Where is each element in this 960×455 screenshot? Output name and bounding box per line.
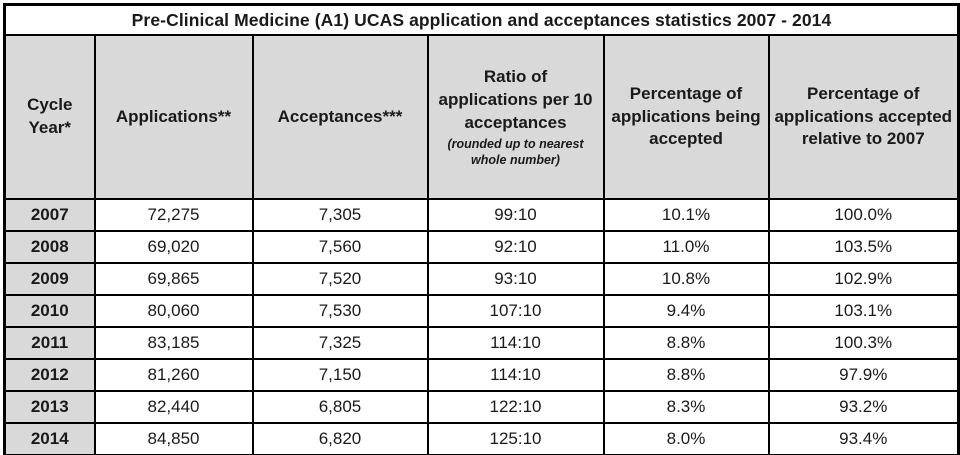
pct-accepted-cell: 9.4% — [602, 294, 770, 328]
ucas-statistics-table: Pre-Clinical Medicine (A1) UCAS applicat… — [3, 3, 960, 455]
year-cell: 2013 — [3, 390, 96, 424]
table-title-row: Pre-Clinical Medicine (A1) UCAS applicat… — [3, 3, 960, 36]
table-row-2013: 2013 82,440 6,805 122:10 8.3% 93.2% — [3, 390, 960, 424]
applications-cell: 80,060 — [93, 294, 254, 328]
ratio-cell: 114:10 — [426, 326, 605, 360]
year-cell: 2010 — [3, 294, 96, 328]
pct-accepted-cell: 8.3% — [602, 390, 770, 424]
pct-relative-cell: 100.0% — [767, 198, 960, 232]
acceptances-cell: 7,305 — [251, 198, 429, 232]
pct-accepted-cell: 10.1% — [602, 198, 770, 232]
table-row-2007: 2007 72,275 7,305 99:10 10.1% 100.0% — [3, 198, 960, 232]
applications-cell: 82,440 — [93, 390, 254, 424]
acceptances-cell: 7,520 — [251, 262, 429, 296]
ratio-cell: 125:10 — [426, 422, 605, 455]
pct-accepted-cell: 8.8% — [602, 358, 770, 392]
pct-relative-cell: 93.2% — [767, 390, 960, 424]
col-header-pct-relative: Percentage of applications accepted rela… — [767, 34, 960, 200]
ratio-cell: 114:10 — [426, 358, 605, 392]
acceptances-cell: 7,560 — [251, 230, 429, 264]
year-cell: 2014 — [3, 422, 96, 455]
table-header-row: Cycle Year* Applications** Acceptances**… — [3, 34, 960, 200]
year-cell: 2009 — [3, 262, 96, 296]
table-title: Pre-Clinical Medicine (A1) UCAS applicat… — [3, 3, 960, 36]
ratio-cell: 93:10 — [426, 262, 605, 296]
acceptances-cell: 6,820 — [251, 422, 429, 455]
applications-cell: 84,850 — [93, 422, 254, 455]
col-header-pct-accepted: Percentage of applications being accepte… — [602, 34, 770, 200]
ratio-cell: 122:10 — [426, 390, 605, 424]
pct-accepted-cell: 8.0% — [602, 422, 770, 455]
table-row-2012: 2012 81,260 7,150 114:10 8.8% 97.9% — [3, 358, 960, 392]
col-header-acceptances: Acceptances*** — [251, 34, 429, 200]
col-header-ratio-note: (rounded up to nearest whole number) — [447, 136, 584, 167]
applications-cell: 81,260 — [93, 358, 254, 392]
applications-cell: 69,020 — [93, 230, 254, 264]
col-header-ratio-main: Ratio of applications per 10 acceptances — [438, 66, 593, 132]
year-cell: 2008 — [3, 230, 96, 264]
pct-relative-cell: 97.9% — [767, 358, 960, 392]
ratio-cell: 107:10 — [426, 294, 605, 328]
pct-relative-cell: 102.9% — [767, 262, 960, 296]
pct-accepted-cell: 8.8% — [602, 326, 770, 360]
acceptances-cell: 7,530 — [251, 294, 429, 328]
col-header-ratio: Ratio of applications per 10 acceptances… — [426, 34, 605, 200]
col-header-cycle-year: Cycle Year* — [3, 34, 96, 200]
acceptances-cell: 7,325 — [251, 326, 429, 360]
year-cell: 2011 — [3, 326, 96, 360]
applications-cell: 83,185 — [93, 326, 254, 360]
pct-relative-cell: 93.4% — [767, 422, 960, 455]
year-cell: 2012 — [3, 358, 96, 392]
table-row-2010: 2010 80,060 7,530 107:10 9.4% 103.1% — [3, 294, 960, 328]
table-row-2011: 2011 83,185 7,325 114:10 8.8% 100.3% — [3, 326, 960, 360]
ratio-cell: 99:10 — [426, 198, 605, 232]
table-row-2008: 2008 69,020 7,560 92:10 11.0% 103.5% — [3, 230, 960, 264]
pct-relative-cell: 103.5% — [767, 230, 960, 264]
acceptances-cell: 7,150 — [251, 358, 429, 392]
pct-relative-cell: 103.1% — [767, 294, 960, 328]
ratio-cell: 92:10 — [426, 230, 605, 264]
pct-relative-cell: 100.3% — [767, 326, 960, 360]
applications-cell: 72,275 — [93, 198, 254, 232]
applications-cell: 69,865 — [93, 262, 254, 296]
col-header-applications: Applications** — [93, 34, 254, 200]
table-row-2014: 2014 84,850 6,820 125:10 8.0% 93.4% — [3, 422, 960, 455]
table-row-2009: 2009 69,865 7,520 93:10 10.8% 102.9% — [3, 262, 960, 296]
year-cell: 2007 — [3, 198, 96, 232]
acceptances-cell: 6,805 — [251, 390, 429, 424]
pct-accepted-cell: 10.8% — [602, 262, 770, 296]
pct-accepted-cell: 11.0% — [602, 230, 770, 264]
